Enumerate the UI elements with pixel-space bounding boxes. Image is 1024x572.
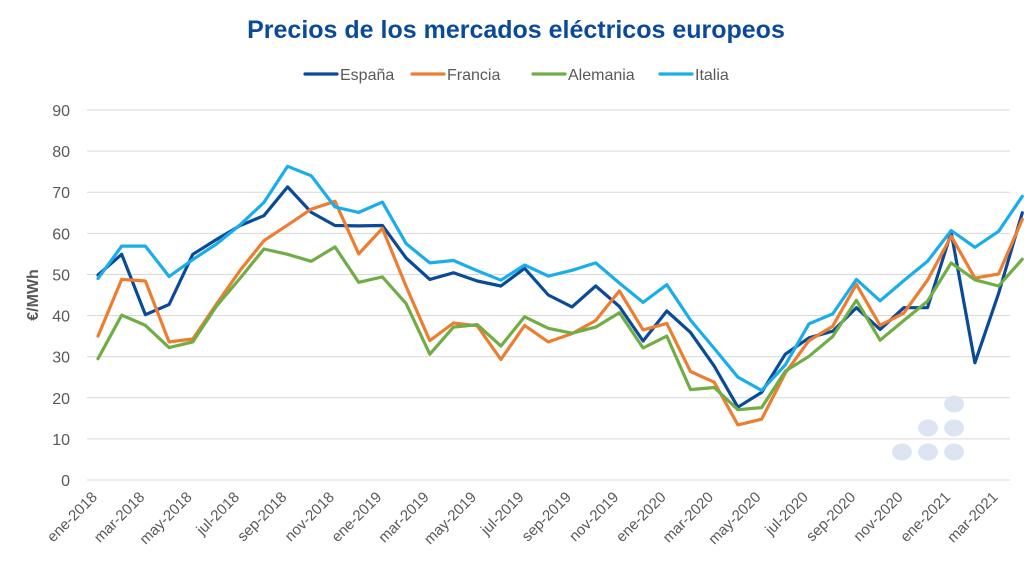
x-tick-label-sep-2018: sep-2018 [234, 489, 290, 545]
x-tick-label-nov-2019: nov-2019 [566, 489, 622, 545]
decorative-dots-logo [892, 395, 964, 461]
x-tick-label-may-2019: may-2019 [421, 489, 480, 548]
y-tick-label-90: 90 [52, 103, 70, 120]
y-tick-label-50: 50 [52, 267, 70, 284]
y-tick-label-10: 10 [52, 432, 70, 449]
y-tick-label-20: 20 [52, 391, 70, 408]
x-tick-label-ene-2021: ene-2021 [897, 489, 954, 546]
legend-item-4: Italia [658, 67, 729, 84]
legend: España Francia Alemania Italia [303, 67, 729, 84]
legend-label: Francia [447, 67, 500, 84]
legend-label: Alemania [568, 67, 635, 84]
series-lines [96, 164, 1024, 427]
y-axis-label: €/MWh [25, 269, 42, 321]
x-tick-label-ene-2019: ene-2019 [328, 489, 385, 546]
y-tick-label-30: 30 [52, 350, 70, 367]
x-tick-label-nov-2018: nov-2018 [282, 489, 338, 545]
chart-title: Precios de los mercados eléctricos europ… [247, 16, 785, 44]
x-tick-label-may-2020: may-2020 [705, 489, 764, 548]
gridlines [87, 109, 1010, 481]
x-tick-label-sep-2020: sep-2020 [803, 489, 859, 545]
x-axis-ticks: ene-2018mar-2018may-2018jul-2018sep-2018… [44, 489, 1001, 548]
series-line-4 [96, 164, 1024, 392]
x-tick-label-may-2018: may-2018 [136, 489, 195, 548]
y-tick-label-70: 70 [52, 185, 70, 202]
x-tick-label-sep-2019: sep-2019 [519, 489, 575, 545]
series-line-2 [96, 199, 1024, 427]
legend-item-1: España [303, 67, 394, 84]
x-tick-label-ene-2018: ene-2018 [44, 489, 101, 546]
legend-label: España [340, 67, 394, 84]
x-tick-label-nov-2020: nov-2020 [850, 489, 906, 545]
x-tick-label-ene-2020: ene-2020 [613, 489, 670, 546]
series-line-3 [96, 245, 1024, 412]
legend-item-2: Francia [410, 67, 500, 84]
y-tick-label-60: 60 [52, 226, 70, 243]
legend-item-3: Alemania [531, 67, 635, 84]
y-tick-label-80: 80 [52, 144, 70, 161]
y-tick-label-40: 40 [52, 309, 70, 326]
y-axis-ticks: 0 10 20 30 40 50 60 70 80 90 [52, 103, 70, 490]
y-tick-label-0: 0 [61, 473, 70, 490]
legend-label: Italia [695, 67, 729, 84]
x-tick-label-mar-2021: mar-2021 [944, 489, 1001, 546]
